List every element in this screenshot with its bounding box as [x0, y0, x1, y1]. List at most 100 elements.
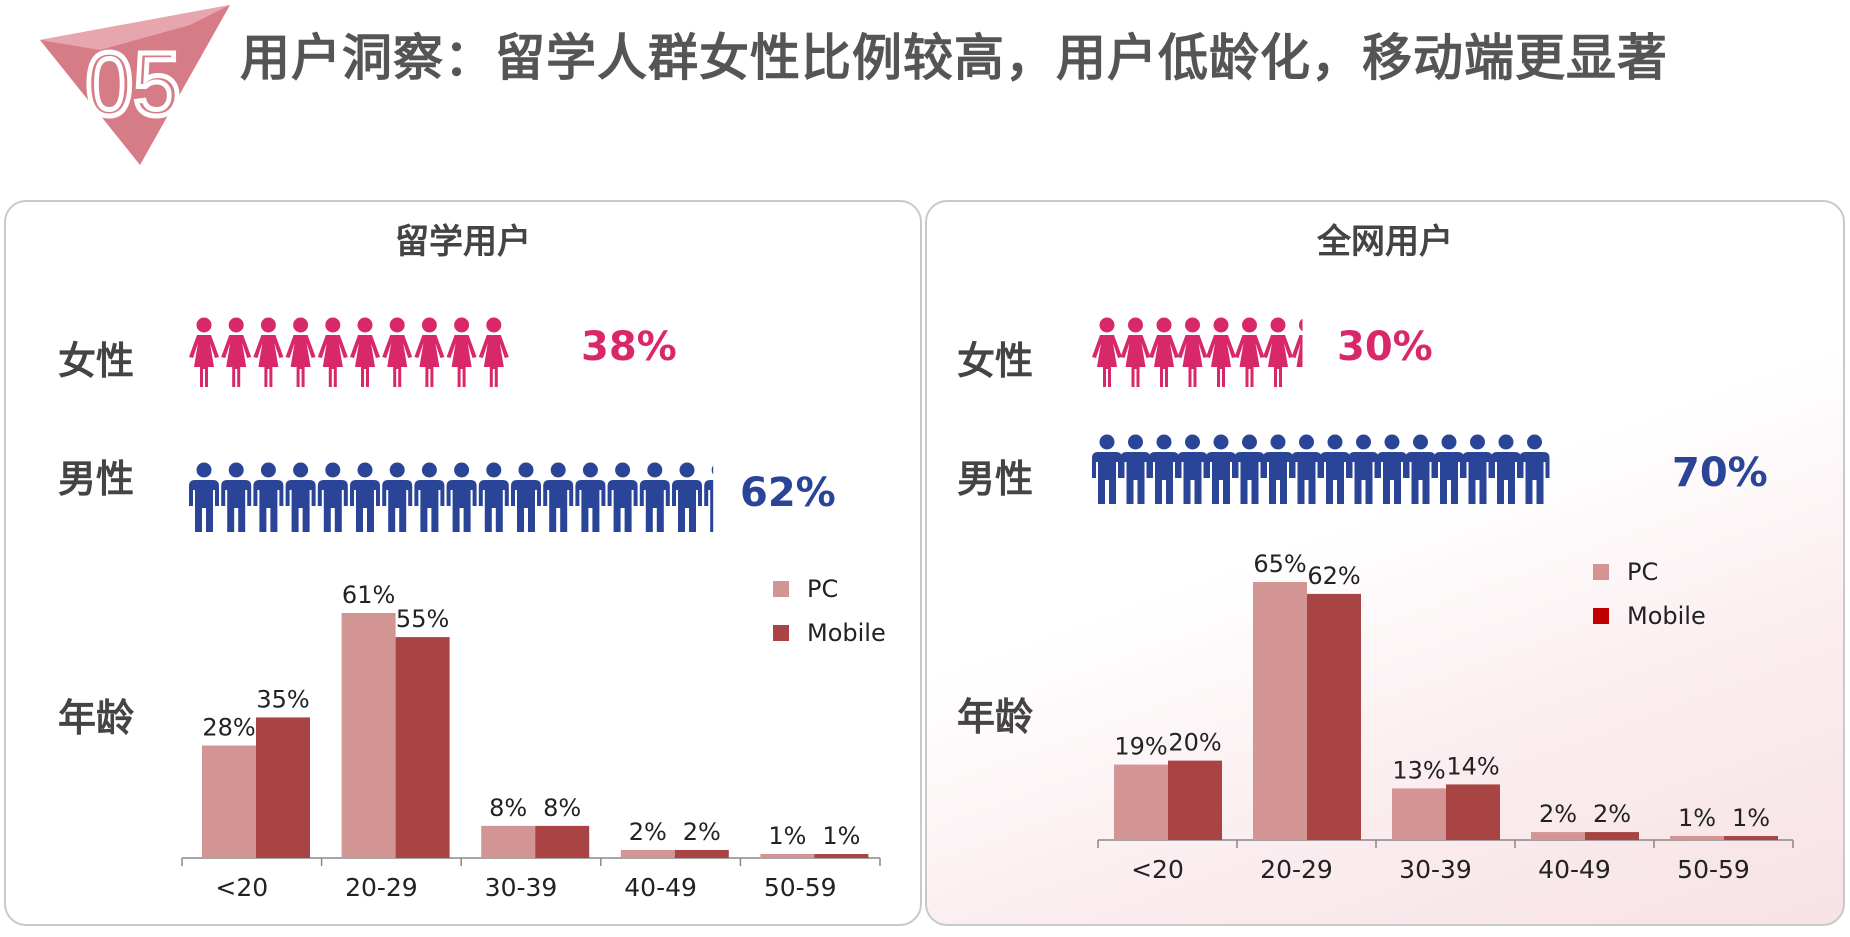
badge-05: 05 [40, 5, 230, 165]
male-person-icon [1177, 434, 1208, 504]
male-person-icon [1519, 434, 1550, 504]
data-label: 35% [256, 685, 309, 713]
age-label: 年龄 [58, 696, 135, 740]
data-label: 13% [1392, 756, 1445, 784]
panel-title: 全网用户 [1317, 222, 1453, 262]
bar-mobile [256, 717, 310, 858]
male-person-icon [189, 462, 219, 532]
male-percentage: 70% [1672, 450, 1768, 496]
badge-number: 05 [86, 34, 181, 134]
age-bar-chart-right: 19% 20% <20 65% 62% 20-29 13% 14% 30-39 2% 2% 40-49… [1097, 550, 1794, 884]
bar-pc [341, 613, 396, 858]
male-person-icon [1348, 434, 1379, 504]
legend-label-mobile: Mobile [807, 619, 886, 647]
data-label: 20% [1168, 729, 1221, 757]
male-person-icon [1149, 434, 1179, 504]
data-label: 1% [1732, 804, 1770, 832]
male-person-icon [1320, 434, 1350, 504]
female-person-icon [1120, 317, 1151, 387]
female-person-icon [1149, 317, 1179, 387]
male-person-icon [414, 462, 445, 532]
data-label: 28% [202, 714, 255, 742]
panel-study-abroad-users: 留学用户 女性 男性 年龄 38% 62% 28% 35% <20 61% 55% 20-… [4, 200, 922, 926]
male-person-icon [253, 462, 284, 532]
category-label: <20 [215, 873, 268, 902]
female-person-icon [1234, 317, 1265, 387]
category-label: 30-39 [485, 873, 558, 902]
male-person-icon [1491, 434, 1521, 504]
female-person-icon [1092, 317, 1122, 387]
female-person-icon [221, 317, 252, 387]
category-label: 50-59 [764, 873, 837, 902]
male-person-icon [607, 462, 638, 532]
bar-pc [202, 745, 256, 858]
male-person-icon [1462, 434, 1493, 504]
male-person-icon [446, 462, 477, 532]
male-person-icon [221, 462, 252, 532]
female-label: 女性 [957, 339, 1034, 383]
female-person-icon [1291, 318, 1303, 387]
panel-title: 留学用户 [395, 222, 531, 262]
female-person-icon [285, 317, 316, 387]
bar-mobile [1307, 593, 1361, 840]
bar-mobile [1724, 836, 1778, 840]
male-person-icon [1206, 434, 1236, 504]
legend-label-mobile: Mobile [1627, 602, 1706, 630]
legend-swatch-pc [773, 581, 789, 597]
male-person-icon [639, 462, 670, 532]
bar-pc [760, 853, 815, 858]
female-person-icon [1206, 317, 1236, 387]
data-label: 65% [1253, 550, 1306, 578]
female-percentage: 30% [1337, 324, 1433, 370]
legend-swatch-mobile [1593, 608, 1609, 624]
legend-swatch-pc [1593, 564, 1609, 580]
male-label: 男性 [957, 457, 1034, 501]
data-label: 2% [629, 818, 667, 846]
bar-pc [1253, 582, 1307, 840]
female-person-icon [1177, 317, 1208, 387]
data-label: 2% [1539, 800, 1577, 828]
male-person-icon [575, 462, 606, 532]
male-person-icon [672, 462, 702, 532]
data-label: 8% [489, 794, 527, 822]
bar-pc [620, 849, 675, 858]
panel-all-internet-users: 全网用户 女性 男性 年龄 30% 70% 19% 20% <20 65% 62% 20-… [925, 200, 1845, 926]
male-person-icon [1405, 434, 1436, 504]
male-person-icon [1234, 434, 1265, 504]
bar-pc [481, 825, 536, 858]
data-label: 61% [342, 581, 395, 609]
male-person-icon [704, 465, 714, 532]
data-label: 62% [1307, 562, 1360, 590]
bar-mobile [1446, 784, 1500, 840]
data-label: 1% [822, 822, 860, 850]
category-label: 40-49 [624, 873, 697, 902]
category-label: 30-39 [1399, 855, 1472, 884]
female-percentage: 38% [581, 324, 677, 370]
data-label: 1% [1678, 804, 1716, 832]
category-label: 40-49 [1538, 855, 1611, 884]
bar-mobile [814, 853, 869, 858]
male-person-icon [1263, 434, 1293, 504]
data-label: 55% [396, 605, 449, 633]
female-person-icon [189, 317, 219, 387]
male-label: 男性 [58, 457, 135, 501]
person-icons-left [189, 317, 714, 532]
female-label: 女性 [58, 339, 135, 383]
page-title: 用户洞察：留学人群女性比例较高，用户低龄化，移动端更显著 [240, 29, 1668, 87]
female-person-icon [414, 317, 445, 387]
bar-mobile [674, 849, 729, 858]
male-person-icon [1434, 434, 1464, 504]
bar-mobile [1585, 832, 1639, 840]
age-bar-chart-left: 28%35% <20 61%55% 20-29 8% 8% 30-39 2% 2% 40-49 1%… [181, 575, 886, 902]
bar-pc [1531, 832, 1585, 840]
female-person-icon [382, 317, 413, 387]
bar-pc [1392, 788, 1446, 840]
data-label: 1% [768, 822, 806, 850]
legend-label-pc: PC [1627, 558, 1658, 586]
male-person-icon [1548, 454, 1549, 478]
female-person-icon [1263, 317, 1293, 387]
male-person-icon [285, 462, 316, 532]
male-person-icon [511, 462, 541, 532]
male-person-icon [317, 462, 348, 532]
male-person-icon [1377, 434, 1407, 504]
